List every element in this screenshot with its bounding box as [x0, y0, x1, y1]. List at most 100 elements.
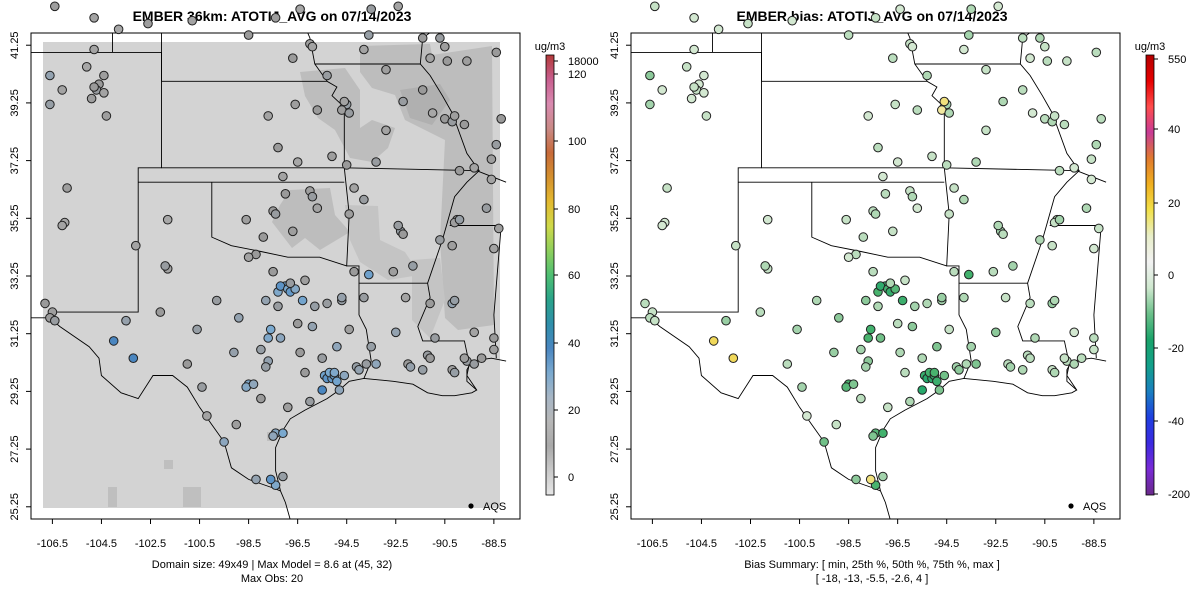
aqs-station-marker[interactable] [241, 214, 251, 225]
aqs-bias-marker[interactable] [662, 183, 672, 193]
aqs-bias-marker[interactable] [701, 111, 712, 121]
aqs-bias-marker[interactable] [971, 157, 981, 167]
aqs-bias-marker[interactable] [863, 111, 874, 121]
aqs-station-marker[interactable] [229, 347, 239, 358]
aqs-station-marker[interactable] [99, 88, 109, 98]
aqs-station-marker[interactable] [322, 70, 332, 81]
aqs-bias-marker[interactable] [1091, 47, 1102, 58]
aqs-bias-marker[interactable] [762, 214, 773, 225]
aqs-bias-marker[interactable] [861, 295, 871, 306]
aqs-bias-marker[interactable] [895, 4, 905, 14]
aqs-bias-marker[interactable] [922, 70, 932, 81]
aqs-bias-marker[interactable] [878, 428, 888, 439]
aqs-station-marker[interactable] [270, 209, 281, 219]
aqs-bias-marker[interactable] [944, 324, 955, 335]
aqs-station-marker[interactable] [317, 385, 328, 395]
aqs-station-marker[interactable] [155, 307, 166, 317]
aqs-station-marker[interactable] [476, 353, 487, 364]
aqs-bias-marker[interactable] [841, 214, 852, 225]
aqs-bias-marker[interactable] [699, 70, 709, 81]
aqs-bias-marker[interactable] [863, 333, 874, 343]
aqs-bias-marker[interactable] [907, 191, 918, 202]
aqs-bias-marker[interactable] [912, 105, 923, 115]
aqs-bias-marker[interactable] [939, 96, 950, 107]
aqs-station-marker[interactable] [332, 341, 342, 352]
aqs-station-marker[interactable] [251, 474, 261, 485]
aqs-bias-marker[interactable] [993, 1, 1004, 12]
aqs-bias-marker[interactable] [964, 269, 974, 280]
aqs-bias-marker[interactable] [939, 370, 950, 381]
aqs-bias-marker[interactable] [892, 157, 903, 167]
aqs-station-marker[interactable] [449, 367, 460, 378]
aqs-station-marker[interactable] [275, 333, 286, 343]
aqs-bias-marker[interactable] [856, 393, 866, 404]
aqs-station-marker[interactable] [310, 301, 320, 312]
aqs-bias-marker[interactable] [949, 266, 959, 277]
aqs-station-marker[interactable] [339, 370, 350, 381]
aqs-bias-marker[interactable] [1049, 111, 1060, 121]
aqs-bias-marker[interactable] [1027, 108, 1038, 118]
aqs-bias-marker[interactable] [954, 365, 964, 375]
aqs-station-marker[interactable] [469, 327, 480, 338]
aqs-station-marker[interactable] [334, 385, 345, 395]
aqs-bias-marker[interactable] [880, 189, 891, 199]
aqs-bias-marker[interactable] [1094, 223, 1104, 234]
aqs-bias-marker[interactable] [1049, 367, 1060, 378]
aqs-station-marker[interactable] [447, 240, 458, 251]
aqs-bias-marker[interactable] [1025, 53, 1035, 64]
aqs-bias-marker[interactable] [1086, 154, 1097, 164]
aqs-station-marker[interactable] [295, 347, 305, 358]
aqs-station-marker[interactable] [425, 298, 435, 309]
aqs-bias-marker[interactable] [721, 315, 731, 326]
aqs-bias-marker[interactable] [878, 471, 888, 482]
aqs-bias-marker[interactable] [993, 220, 1004, 231]
aqs-bias-marker[interactable] [888, 53, 898, 64]
aqs-bias-marker[interactable] [1035, 235, 1045, 245]
aqs-bias-marker[interactable] [1017, 33, 1028, 43]
aqs-station-marker[interactable] [427, 108, 438, 118]
aqs-bias-marker[interactable] [895, 347, 905, 358]
aqs-station-marker[interactable] [454, 214, 465, 225]
aqs-bias-marker[interactable] [1069, 163, 1079, 173]
aqs-station-marker[interactable] [131, 240, 141, 251]
aqs-bias-marker[interactable] [883, 402, 893, 413]
aqs-bias-marker[interactable] [900, 367, 910, 378]
aqs-station-marker[interactable] [89, 44, 99, 55]
aqs-station-marker[interactable] [243, 252, 254, 263]
aqs-bias-marker[interactable] [848, 379, 859, 390]
aqs-station-marker[interactable] [398, 96, 408, 107]
aqs-bias-marker[interactable] [797, 382, 807, 392]
aqs-station-marker[interactable] [322, 298, 332, 309]
aqs-station-marker[interactable] [349, 183, 359, 193]
aqs-station-marker[interactable] [361, 359, 372, 369]
aqs-station-marker[interactable] [366, 341, 377, 352]
aqs-bias-marker[interactable] [858, 232, 869, 242]
aqs-bias-marker[interactable] [981, 64, 991, 75]
aqs-bias-marker[interactable] [1030, 333, 1040, 343]
aqs-bias-marker[interactable] [645, 99, 655, 110]
aqs-station-marker[interactable] [354, 365, 364, 375]
aqs-station-marker[interactable] [364, 30, 374, 40]
aqs-bias-marker[interactable] [905, 396, 915, 407]
aqs-bias-marker[interactable] [1059, 353, 1070, 364]
aqs-bias-marker[interactable] [890, 99, 901, 110]
aqs-bias-marker[interactable] [1069, 359, 1079, 369]
aqs-bias-marker[interactable] [932, 376, 942, 387]
aqs-station-marker[interactable] [425, 53, 435, 64]
aqs-station-marker[interactable] [278, 471, 288, 482]
aqs-bias-marker[interactable] [689, 82, 699, 92]
aqs-station-marker[interactable] [288, 53, 298, 64]
aqs-station-marker[interactable] [265, 324, 276, 335]
aqs-bias-marker[interactable] [959, 292, 969, 303]
aqs-bias-marker[interactable] [650, 1, 660, 12]
aqs-station-marker[interactable] [307, 321, 318, 332]
aqs-station-marker[interactable] [440, 41, 450, 52]
aqs-station-marker[interactable] [99, 70, 109, 81]
aqs-bias-marker[interactable] [792, 324, 802, 335]
aqs-bias-marker[interactable] [888, 226, 898, 237]
aqs-station-marker[interactable] [359, 44, 369, 55]
aqs-bias-marker[interactable] [851, 474, 861, 485]
aqs-bias-marker[interactable] [1069, 327, 1079, 338]
aqs-station-marker[interactable] [45, 99, 55, 110]
aqs-station-marker[interactable] [489, 333, 499, 343]
